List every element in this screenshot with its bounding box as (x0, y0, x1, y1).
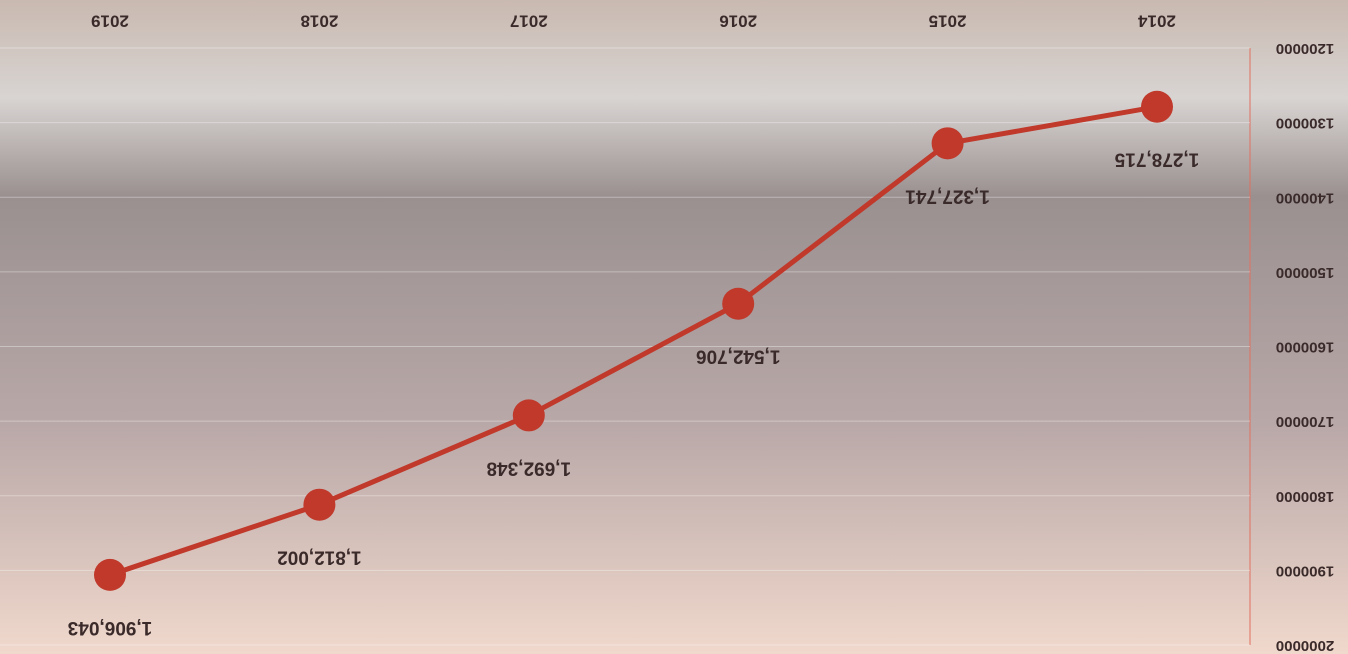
point (512, 399, 545, 432)
point (931, 127, 964, 160)
x-tick-label: 2015 (929, 12, 967, 31)
data-label: 1,542,706 (696, 346, 781, 367)
data-label: 1,327,741 (905, 185, 990, 206)
y-tick-label: 1400000 (1276, 189, 1334, 206)
y-tick-label: 1600000 (1276, 339, 1334, 356)
x-tick-label: 2018 (300, 12, 338, 31)
x-tick-label: 2017 (510, 12, 548, 31)
y-tick-label: 1200000 (1276, 40, 1334, 57)
point (1141, 90, 1173, 123)
y-tick-label: 1700000 (1276, 413, 1334, 430)
x-tick-label: 2019 (91, 12, 129, 31)
y-tick-label: 1900000 (1276, 562, 1334, 579)
point (94, 558, 126, 591)
y-tick-label: 2000000 (1276, 637, 1334, 654)
y-tick-label: 1500000 (1276, 264, 1334, 281)
y-tick-label: 1800000 (1276, 488, 1334, 505)
x-tick-label: 2016 (719, 12, 757, 31)
x-tick-label: 2014 (1138, 12, 1176, 31)
data-label: 1,906,043 (68, 617, 153, 638)
point (303, 488, 336, 521)
point (722, 287, 755, 320)
line (109, 104, 1158, 578)
data-label: 1,278,715 (1114, 149, 1199, 170)
y-tick-label: 1300000 (1276, 115, 1334, 132)
data-label: 1,692,348 (487, 457, 572, 478)
data-label: 1,812,002 (277, 547, 362, 568)
